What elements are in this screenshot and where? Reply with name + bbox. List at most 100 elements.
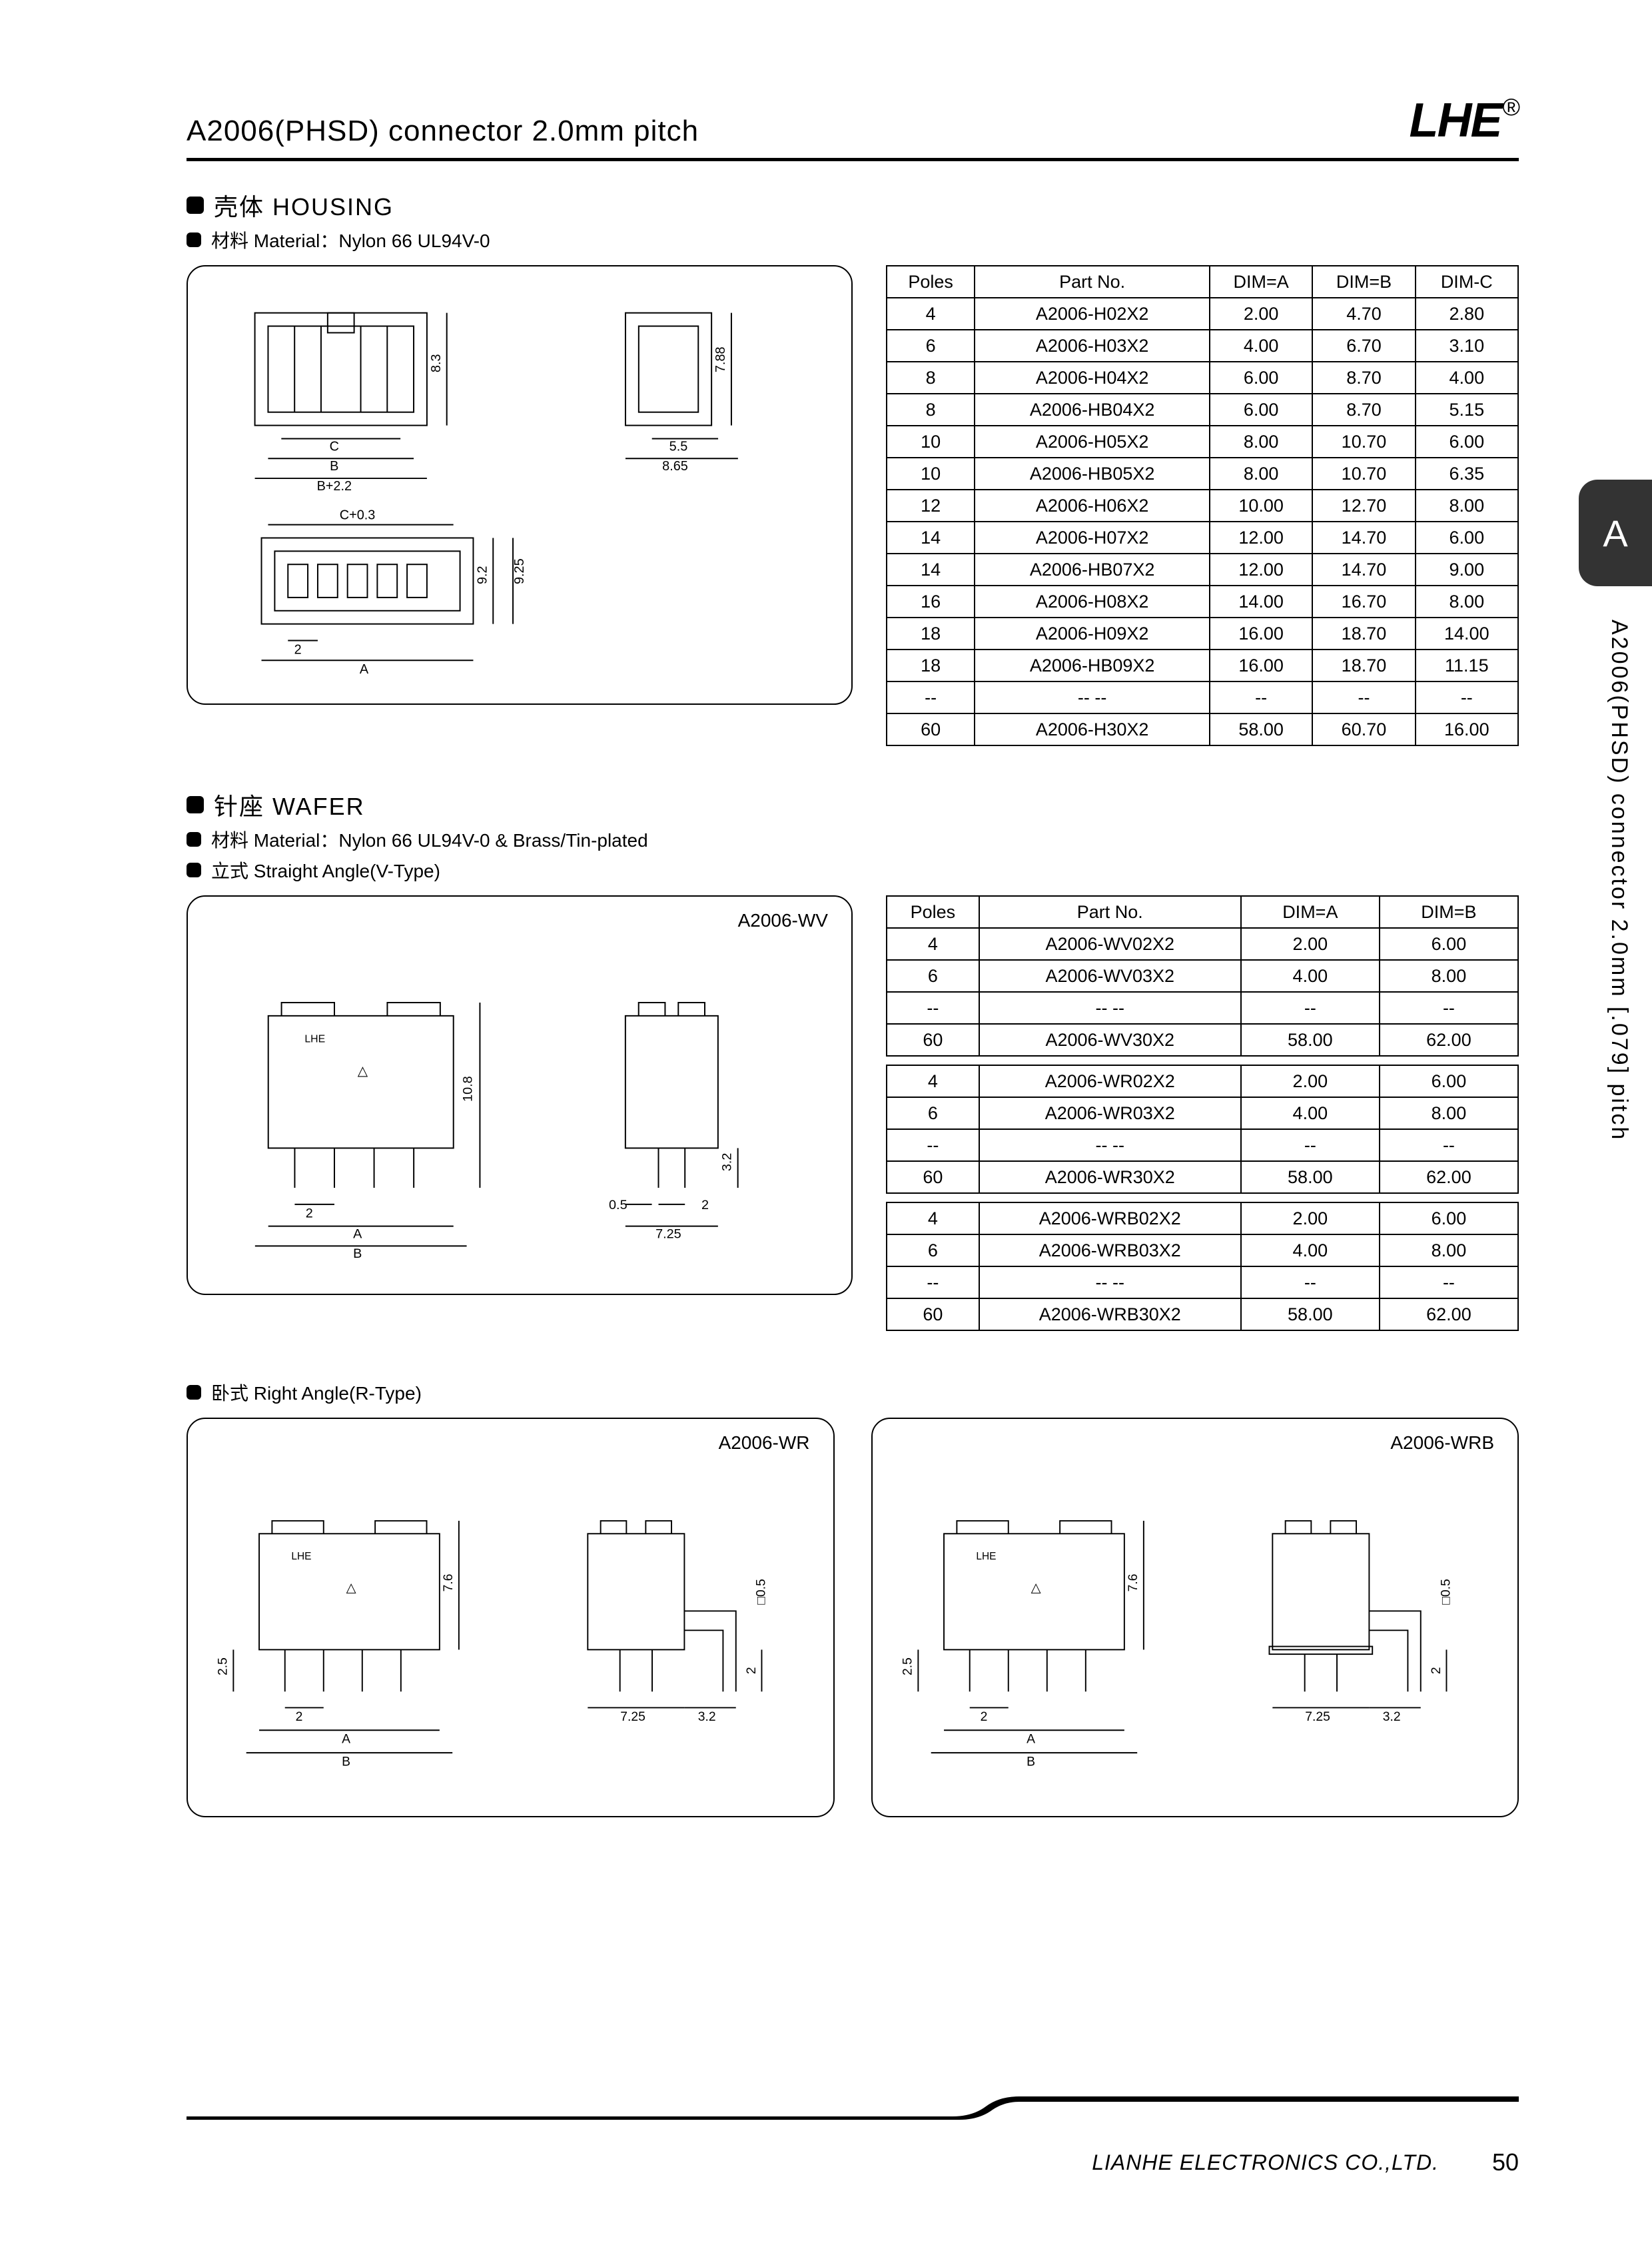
wafer-wrb-table: 4A2006-WRB02X22.006.006A2006-WRB03X24.00… xyxy=(886,1202,1519,1331)
table-cell: 16 xyxy=(887,586,975,618)
svg-text:2: 2 xyxy=(701,1198,709,1212)
table-header: DIM-C xyxy=(1416,266,1518,298)
table-row: 6A2006-WR03X24.008.00 xyxy=(887,1097,1518,1129)
table-cell: A2006-HB05X2 xyxy=(975,458,1210,490)
svg-text:2.5: 2.5 xyxy=(216,1657,230,1675)
svg-text:△: △ xyxy=(1031,1580,1040,1595)
diagram-label-wrb: A2006-WRB xyxy=(1390,1432,1494,1454)
table-cell: -- xyxy=(887,1129,979,1161)
table-row: 14A2006-H07X212.0014.706.00 xyxy=(887,522,1518,554)
bullet-icon xyxy=(187,1385,201,1400)
svg-text:B: B xyxy=(1027,1754,1035,1769)
table-cell: -- xyxy=(1380,1129,1518,1161)
table-row: 10A2006-H05X28.0010.706.00 xyxy=(887,426,1518,458)
table-cell: A2006-H09X2 xyxy=(975,618,1210,650)
table-cell: 58.00 xyxy=(1241,1161,1380,1193)
table-cell: -- xyxy=(887,992,979,1024)
table-cell: 62.00 xyxy=(1380,1161,1518,1193)
table-cell: 62.00 xyxy=(1380,1024,1518,1056)
diagram-label-wv: A2006-WV xyxy=(738,910,828,931)
side-text: A2006(PHSD) connector 2.0mm [.079] pitch xyxy=(1606,620,1632,1141)
table-header: DIM=A xyxy=(1241,896,1380,928)
table-cell: -- xyxy=(1210,681,1312,713)
table-cell: A2006-WRB02X2 xyxy=(979,1202,1241,1234)
table-row: 60A2006-H30X258.0060.7016.00 xyxy=(887,713,1518,745)
table-cell: -- xyxy=(1241,992,1380,1024)
table-cell: 6.00 xyxy=(1416,426,1518,458)
svg-text:LHE: LHE xyxy=(291,1551,311,1562)
table-row: 12A2006-H06X210.0012.708.00 xyxy=(887,490,1518,522)
table-cell: 11.15 xyxy=(1416,650,1518,681)
table-row: ---- ------ xyxy=(887,1266,1518,1298)
svg-text:2.5: 2.5 xyxy=(900,1657,915,1675)
table-cell: A2006-H05X2 xyxy=(975,426,1210,458)
diagram-label-wr: A2006-WR xyxy=(719,1432,810,1454)
table-cell: 14.00 xyxy=(1210,586,1312,618)
table-cell: A2006-H03X2 xyxy=(975,330,1210,362)
table-cell: 2.00 xyxy=(1210,298,1312,330)
table-header: DIM=B xyxy=(1380,896,1518,928)
table-header: Part No. xyxy=(975,266,1210,298)
bullet-icon xyxy=(187,796,204,813)
table-cell: -- xyxy=(1241,1129,1380,1161)
table-cell: 18 xyxy=(887,618,975,650)
table-cell: A2006-H08X2 xyxy=(975,586,1210,618)
table-cell: 6.00 xyxy=(1416,522,1518,554)
table-cell: 16.00 xyxy=(1210,618,1312,650)
table-cell: 4.70 xyxy=(1312,298,1415,330)
table-cell: -- xyxy=(1416,681,1518,713)
page-number: 50 xyxy=(1492,2148,1519,2176)
table-cell: 14.70 xyxy=(1312,554,1415,586)
table-cell: 6 xyxy=(887,1097,979,1129)
wafer-wv-diagram-box: A2006-WV LHE △ 10.8 2 A B xyxy=(187,895,853,1295)
table-cell: -- xyxy=(1380,1266,1518,1298)
table-cell: 8.00 xyxy=(1380,960,1518,992)
table-cell: 5.15 xyxy=(1416,394,1518,426)
table-cell: 14 xyxy=(887,522,975,554)
svg-text:A: A xyxy=(360,662,369,677)
side-tab: A xyxy=(1579,480,1652,586)
bullet-icon xyxy=(187,197,204,214)
table-cell: 12 xyxy=(887,490,975,522)
table-header: Part No. xyxy=(979,896,1241,928)
housing-section-title: 壳体 HOUSING xyxy=(214,188,394,223)
table-cell: 16.00 xyxy=(1416,713,1518,745)
table-cell: 4 xyxy=(887,1202,979,1234)
table-cell: 4.00 xyxy=(1241,960,1380,992)
svg-text:2: 2 xyxy=(296,1709,303,1724)
table-cell: 2.00 xyxy=(1241,928,1380,960)
table-cell: 58.00 xyxy=(1210,713,1312,745)
table-cell: A2006-WRB03X2 xyxy=(979,1234,1241,1266)
svg-text:10.8: 10.8 xyxy=(461,1076,476,1102)
table-cell: A2006-H07X2 xyxy=(975,522,1210,554)
svg-text:7.88: 7.88 xyxy=(713,346,728,372)
table-cell: 4.00 xyxy=(1241,1097,1380,1129)
table-cell: -- xyxy=(1312,681,1415,713)
svg-text:3.2: 3.2 xyxy=(1382,1709,1400,1724)
table-cell: 10 xyxy=(887,458,975,490)
svg-text:LHE: LHE xyxy=(976,1551,996,1562)
table-cell: 4 xyxy=(887,298,975,330)
svg-text:B+2.2: B+2.2 xyxy=(317,479,352,494)
wafer-wv-table: PolesPart No.DIM=ADIM=B 4A2006-WV02X22.0… xyxy=(886,895,1519,1057)
table-cell: 16.70 xyxy=(1312,586,1415,618)
table-cell: 6.00 xyxy=(1380,1202,1518,1234)
table-cell: 4 xyxy=(887,928,979,960)
housing-material-label: 材料 Material：Nylon 66 UL94V-0 xyxy=(211,226,490,253)
table-header: Poles xyxy=(887,266,975,298)
table-cell: 58.00 xyxy=(1241,1024,1380,1056)
table-cell: 16.00 xyxy=(1210,650,1312,681)
table-row: ---- -------- xyxy=(887,681,1518,713)
svg-text:0.5: 0.5 xyxy=(609,1198,627,1212)
table-row: 18A2006-H09X216.0018.7014.00 xyxy=(887,618,1518,650)
table-cell: A2006-WV02X2 xyxy=(979,928,1241,960)
table-cell: A2006-WRB30X2 xyxy=(979,1298,1241,1330)
table-cell: 60 xyxy=(887,1161,979,1193)
table-cell: 6.70 xyxy=(1312,330,1415,362)
table-cell: 8.00 xyxy=(1380,1097,1518,1129)
table-cell: 10.70 xyxy=(1312,458,1415,490)
table-cell: 2.80 xyxy=(1416,298,1518,330)
table-cell: 6.00 xyxy=(1380,1065,1518,1097)
svg-text:C: C xyxy=(330,439,339,454)
table-cell: A2006-H30X2 xyxy=(975,713,1210,745)
